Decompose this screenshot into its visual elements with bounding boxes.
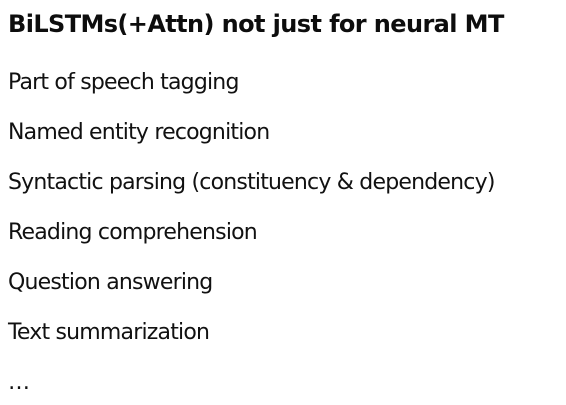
slide-title: BiLSTMs(+Attn) not just for neural MT (8, 8, 558, 40)
list-item-reading-comprehension: Reading comprehension (8, 220, 558, 246)
bullet-list: Part of speech tagging Named entity reco… (8, 70, 558, 396)
list-item-question-answering: Question answering (8, 270, 558, 296)
list-item-ellipsis: … (8, 370, 558, 396)
list-item-pos-tagging: Part of speech tagging (8, 70, 558, 96)
list-item-text-summarization: Text summarization (8, 320, 558, 346)
list-item-syntactic-parsing: Syntactic parsing (constituency & depend… (8, 170, 558, 196)
list-item-ner: Named entity recognition (8, 120, 558, 146)
